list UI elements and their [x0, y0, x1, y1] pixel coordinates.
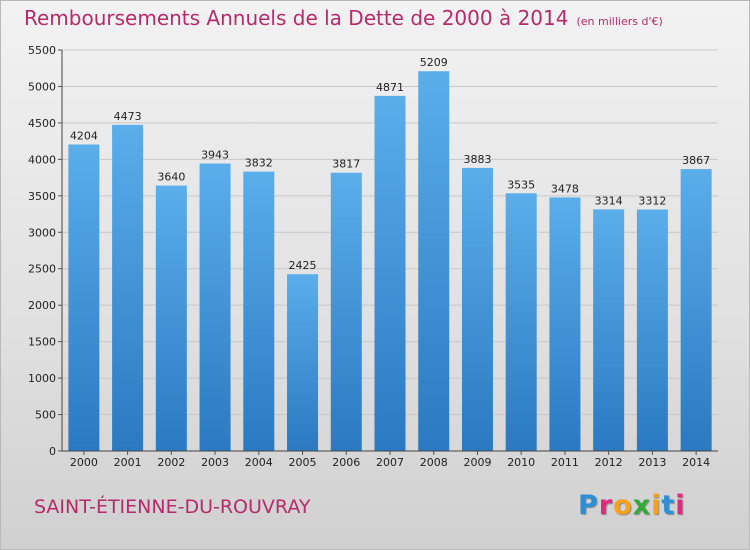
title-unit: (en milliers d'€) — [576, 15, 663, 28]
bar — [68, 144, 100, 452]
x-tick-label: 2007 — [376, 456, 404, 469]
logo-letter: x — [632, 490, 652, 521]
logo-letter: i — [675, 490, 686, 521]
bar — [374, 95, 406, 452]
bar-value-label: 3883 — [463, 153, 491, 166]
x-tick-label: 2011 — [551, 456, 579, 469]
logo-letter: i — [651, 490, 662, 521]
x-tick-label: 2002 — [157, 456, 185, 469]
y-tick-label: 2500 — [28, 263, 56, 276]
x-tick-label: 2003 — [201, 456, 229, 469]
bar — [243, 171, 275, 451]
bar — [505, 193, 537, 451]
x-tick-label: 2004 — [245, 456, 273, 469]
bar-value-label: 2425 — [289, 259, 317, 272]
title-text: Remboursements Annuels de la Dette de 20… — [24, 6, 569, 30]
x-tick-label: 2008 — [420, 456, 448, 469]
bar — [112, 124, 144, 452]
bar-value-label: 3314 — [595, 194, 623, 207]
bar — [418, 71, 450, 451]
bar-value-label: 3817 — [332, 158, 360, 171]
bar — [680, 169, 712, 451]
bar-value-label: 5209 — [420, 56, 448, 69]
bar — [636, 209, 668, 451]
labels: 0 500 1000 1500 2000 2500 3000 3500 4000 4500 5000… — [28, 44, 710, 469]
bar-value-label: 3640 — [157, 171, 185, 184]
y-tick-label: 5000 — [28, 80, 56, 93]
proxiti-logo: Proxiti — [578, 490, 686, 521]
y-tick-label: 4000 — [28, 153, 56, 166]
x-tick-label: 2006 — [332, 456, 360, 469]
y-tick-label: 1500 — [28, 336, 56, 349]
bar — [461, 167, 493, 452]
bar — [330, 172, 362, 451]
logo-letter: P — [578, 490, 599, 521]
y-tick-label: 0 — [49, 445, 56, 458]
y-tick-label: 2000 — [28, 299, 56, 312]
x-tick-label: 2010 — [507, 456, 535, 469]
x-tick-label: 2005 — [289, 456, 317, 469]
bar-value-label: 4871 — [376, 81, 404, 94]
bar-value-label: 3832 — [245, 157, 273, 170]
bar — [155, 185, 187, 452]
logo-letter: o — [613, 490, 633, 521]
chart-title: Remboursements Annuels de la Dette de 20… — [24, 6, 663, 30]
bar — [199, 163, 231, 451]
bar — [549, 197, 581, 451]
x-tick-label: 2014 — [682, 456, 710, 469]
x-tick-label: 2009 — [463, 456, 491, 469]
bar-value-label: 3478 — [551, 182, 579, 195]
x-tick-label: 2013 — [638, 456, 666, 469]
x-tick-label: 2012 — [595, 456, 623, 469]
bars — [68, 71, 712, 452]
y-tick-label: 4500 — [28, 117, 56, 130]
bar — [593, 209, 625, 451]
axes — [58, 49, 718, 455]
x-tick-label: 2000 — [70, 456, 98, 469]
y-tick-label: 3000 — [28, 226, 56, 239]
y-tick-label: 1000 — [28, 372, 56, 385]
y-tick-label: 500 — [35, 409, 56, 422]
bar-value-label: 4473 — [114, 110, 142, 123]
bar-value-label: 3943 — [201, 149, 229, 162]
x-tick-label: 2001 — [114, 456, 142, 469]
y-tick-label: 3500 — [28, 190, 56, 203]
bar-value-label: 3867 — [682, 154, 710, 167]
logo-letter: r — [598, 490, 614, 521]
bar-value-label: 3535 — [507, 178, 535, 191]
bar-value-label: 3312 — [638, 195, 666, 208]
bar — [287, 274, 319, 451]
bar-value-label: 4204 — [70, 129, 98, 142]
logo-letter: t — [661, 490, 676, 521]
commune-name: SAINT-ÉTIENNE-DU-ROUVRAY — [34, 496, 311, 518]
y-tick-label: 5500 — [28, 44, 56, 57]
